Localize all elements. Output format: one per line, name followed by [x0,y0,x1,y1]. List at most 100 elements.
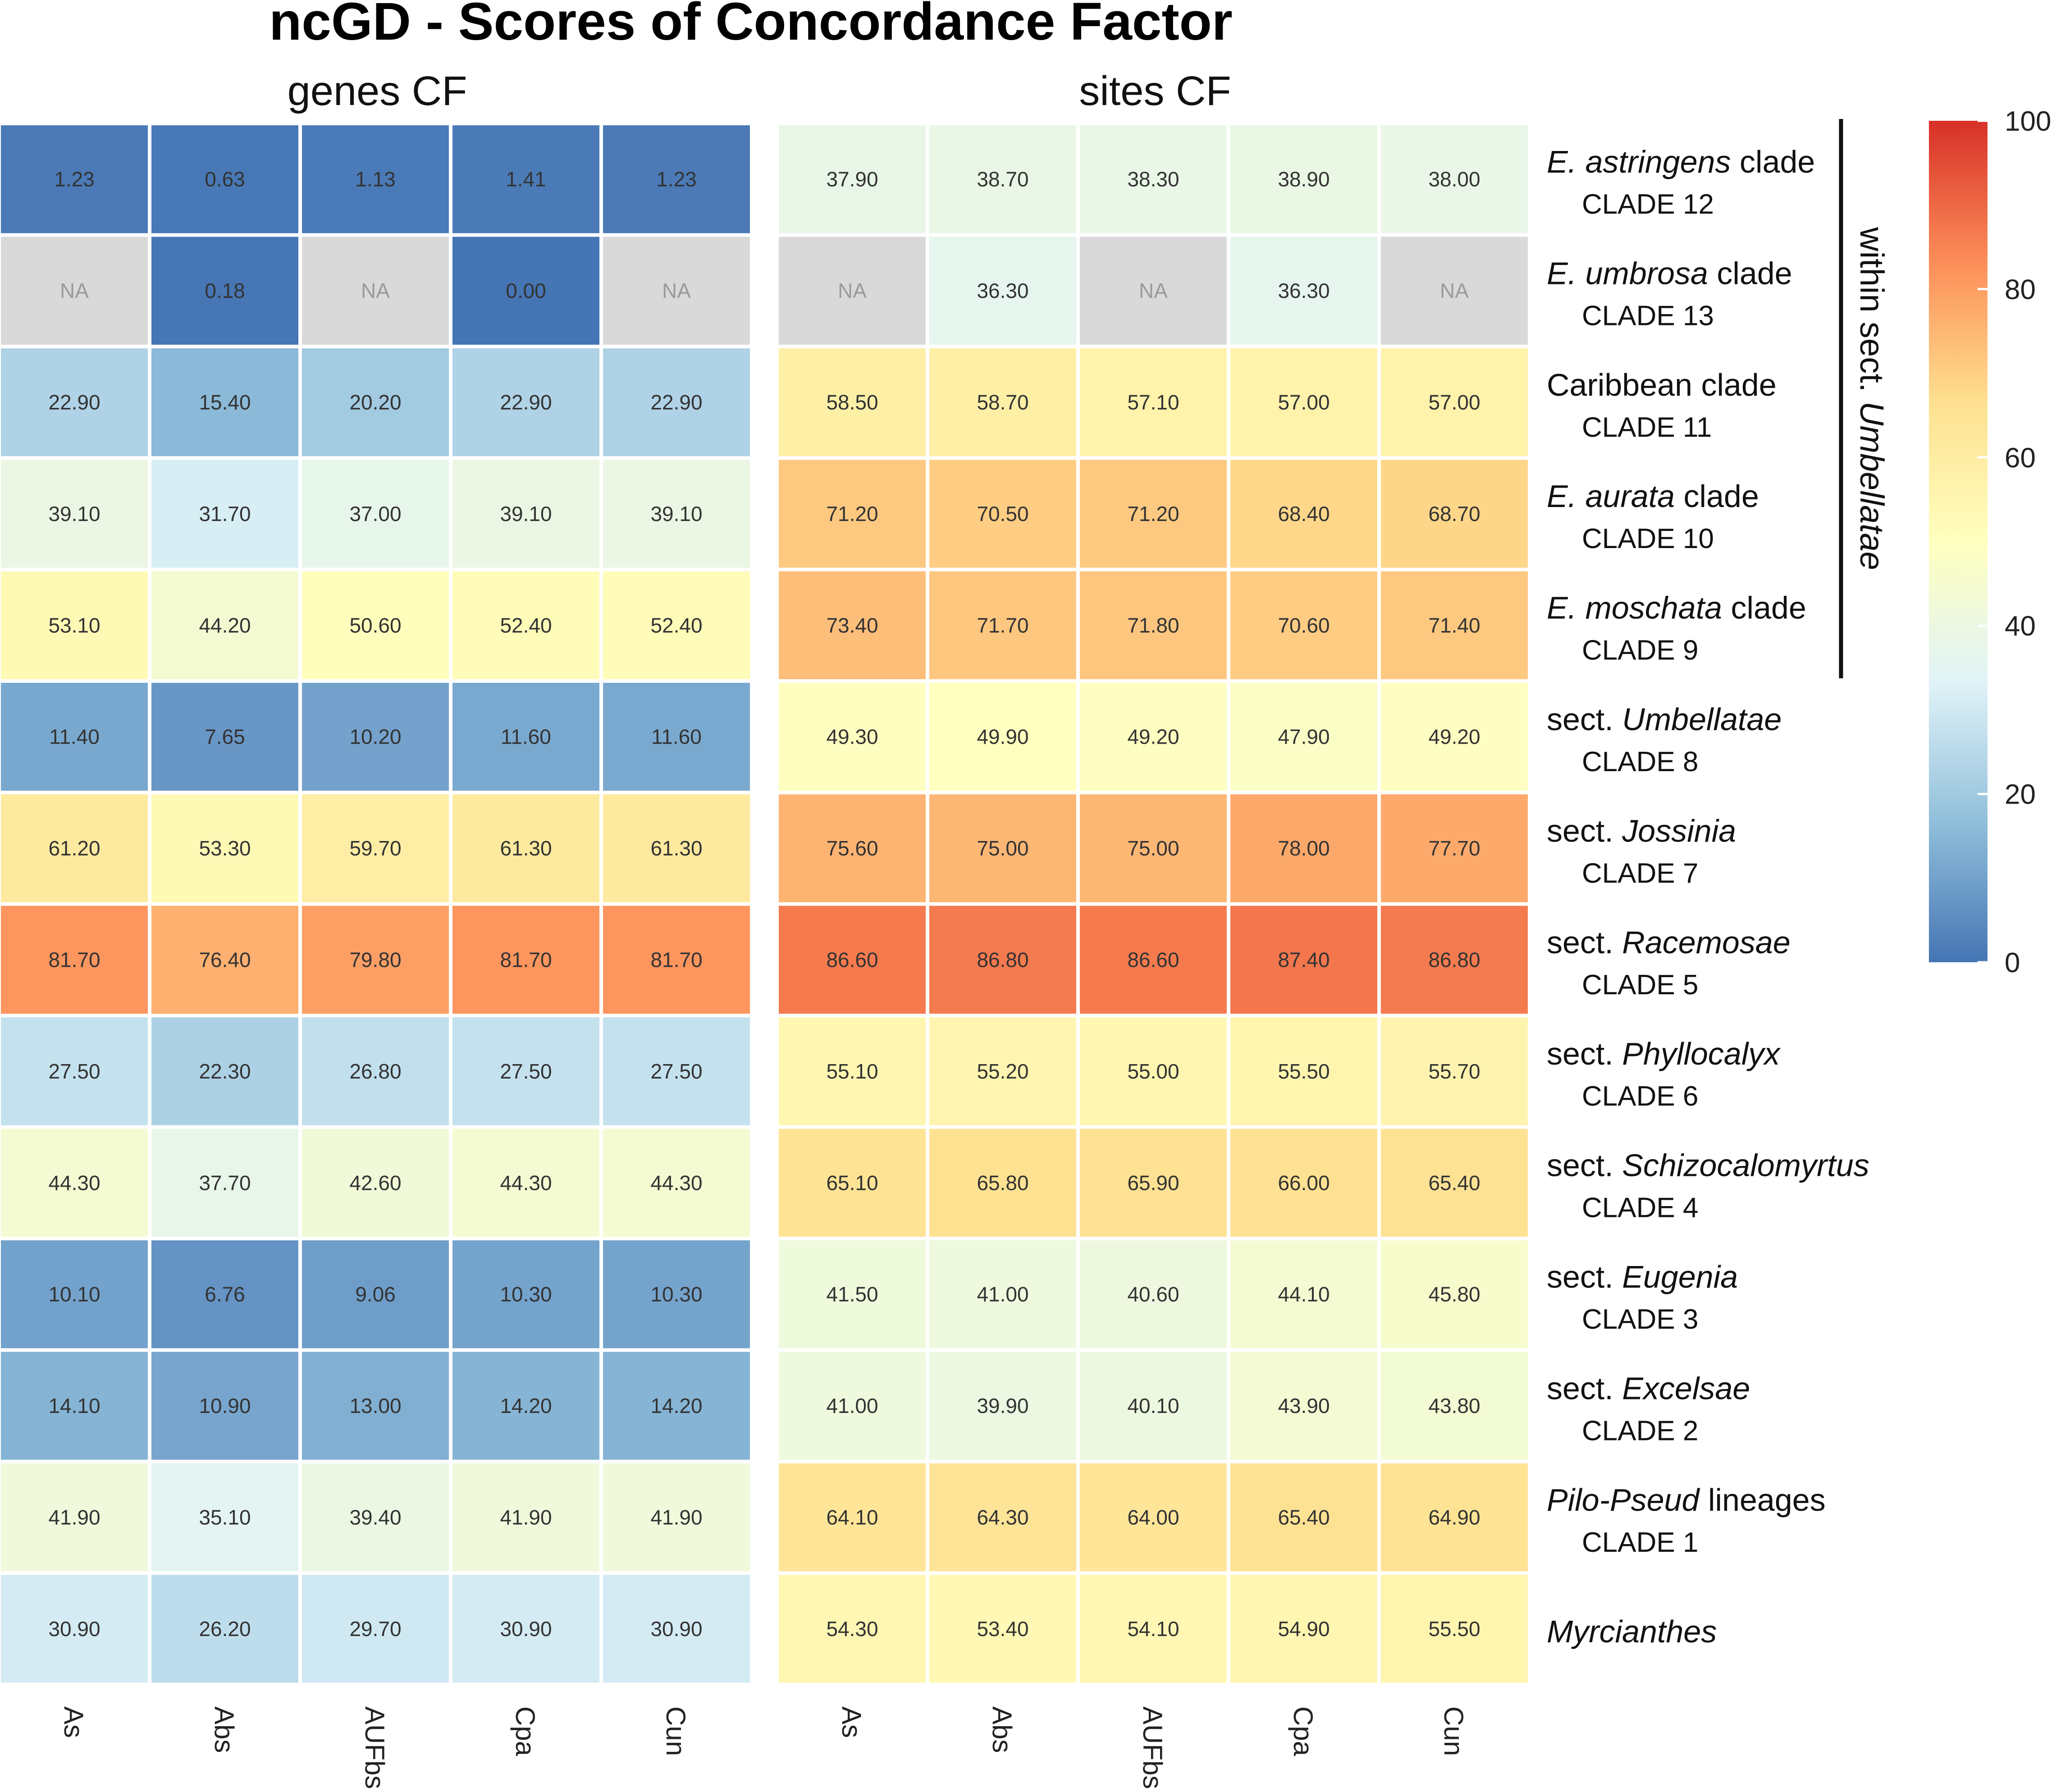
heatmap-cell [603,125,750,233]
heatmap-cell [1,1129,148,1237]
heatmap-cell [1,794,148,902]
heatmap-cell [1230,1017,1377,1125]
cell-value-label: 38.00 [1428,168,1480,191]
heatmap-cell [151,1352,298,1460]
row-label: sect. Eugenia [1547,1259,1738,1294]
cell-value-label: 77.70 [1428,837,1480,860]
heatmap-cell [779,125,926,233]
row-label: E. umbrosa clade [1547,256,1792,291]
colorbar-tick-label: 20 [2005,779,2036,810]
cell-value-label: 27.50 [48,1060,100,1083]
cell-value-label: 37.90 [826,168,878,191]
heatmap-cell [1381,1463,1528,1572]
cell-value-label: 75.60 [826,837,878,860]
cell-value-label: 1.41 [506,168,546,191]
heatmap-cell [151,348,298,457]
cell-value-label: 41.00 [826,1394,878,1417]
heatmap-cell [929,237,1076,345]
heatmap-cell [1,1240,148,1349]
row-label: Pilo-Pseud lineages [1547,1482,1826,1518]
colorbar-tick-label: 100 [2005,106,2051,137]
cell-value-label: 70.60 [1278,613,1330,637]
row-label: sect. Schizocalomyrtus [1547,1148,1869,1183]
cell-value-label: 7.65 [205,725,245,749]
cell-value-label: 86.80 [977,948,1028,972]
cell-value-label: 75.00 [1127,837,1179,860]
cell-value-label: 53.40 [977,1617,1028,1641]
heatmap-cell [1080,1575,1227,1683]
cell-value-label: 61.30 [650,837,702,860]
cell-value-label: 58.50 [826,391,878,414]
colorbar-tick-label: 80 [2005,274,2036,305]
heatmap-cell [603,1463,750,1572]
heatmap-cell [452,1352,599,1460]
cell-value-label: 10.30 [500,1283,552,1306]
heatmap-cell [1230,683,1377,791]
chart-title: ncGD - Scores of Concordance Factor [269,0,1233,51]
cell-value-label: 49.90 [977,725,1028,749]
cell-value-label: 55.70 [1428,1060,1480,1083]
heatmap-cell [1230,1575,1377,1683]
cell-value-label: 42.60 [349,1171,401,1194]
row-label: E. astringens clade [1547,144,1815,179]
cell-value-label: 44.20 [199,613,251,637]
heatmap-cell [1230,1463,1377,1572]
cell-value-label: 40.10 [1127,1394,1179,1417]
heatmap-cell [779,1240,926,1349]
heatmap-cell [1381,1575,1528,1683]
cell-value-label: 31.70 [199,502,251,526]
heatmap-cell [1381,1352,1528,1460]
cell-value-label: 10.90 [199,1394,251,1417]
cell-value-label: NA [60,279,89,302]
cell-value-label: 54.30 [826,1617,878,1641]
heatmap-cell [1230,905,1377,1014]
heatmap-cell [151,460,298,568]
cell-value-label: 37.70 [199,1171,251,1194]
x-tick-label: Abs [987,1706,1017,1753]
row-label: Caribbean clade [1547,367,1777,402]
heatmap-cell [151,905,298,1014]
heatmap-cell [1381,683,1528,791]
row-label: sect. Jossinia [1547,813,1736,848]
heatmap-cell [603,794,750,902]
clade-label: CLADE 9 [1582,635,1698,666]
cell-value-label: 78.00 [1278,837,1330,860]
cell-value-label: 86.60 [826,948,878,972]
clade-label: CLADE 8 [1582,746,1698,777]
cell-value-label: 43.90 [1278,1394,1330,1417]
heatmap-cell [603,348,750,457]
clade-label: CLADE 2 [1582,1415,1698,1446]
heatmap-cell [452,1575,599,1683]
heatmap-cell [929,905,1076,1014]
heatmap-cell [779,237,926,345]
heatmap-cell [1080,348,1227,457]
heatmap-cell [1381,125,1528,233]
cell-value-label: 0.18 [205,279,245,302]
heatmap-cell [452,1463,599,1572]
heatmap-cell [452,460,599,568]
cell-value-label: 1.13 [355,168,396,191]
cell-value-label: 59.70 [349,837,401,860]
cell-value-label: 73.40 [826,613,878,637]
cell-value-label: 61.30 [500,837,552,860]
heatmap-cell [603,905,750,1014]
cell-value-label: 41.90 [650,1506,702,1529]
cell-value-label: 36.30 [977,279,1028,302]
heatmap-cell [1080,1017,1227,1125]
heatmap-cell [302,125,449,233]
heatmap-cell [302,571,449,679]
cell-value-label: 22.90 [48,391,100,414]
cell-value-label: 71.20 [826,502,878,526]
cell-value-label: 10.10 [48,1283,100,1306]
cell-value-label: 39.10 [500,502,552,526]
row-label: sect. Umbellatae [1547,702,1782,737]
heatmap-cell [151,1240,298,1349]
cell-value-label: 52.40 [650,613,702,637]
cell-value-label: 39.10 [650,502,702,526]
colorbar-tick-label: 40 [2005,611,2036,642]
heatmap-cells: genes CF 1.23 0.63 1.13 1.41 1.23 NA 0.18 NA 0.00… [1,68,1528,1683]
cell-value-label: 36.30 [1278,279,1330,302]
cell-value-label: NA [838,279,867,302]
cell-value-label: 65.90 [1127,1171,1179,1194]
cell-value-label: 38.90 [1278,168,1330,191]
